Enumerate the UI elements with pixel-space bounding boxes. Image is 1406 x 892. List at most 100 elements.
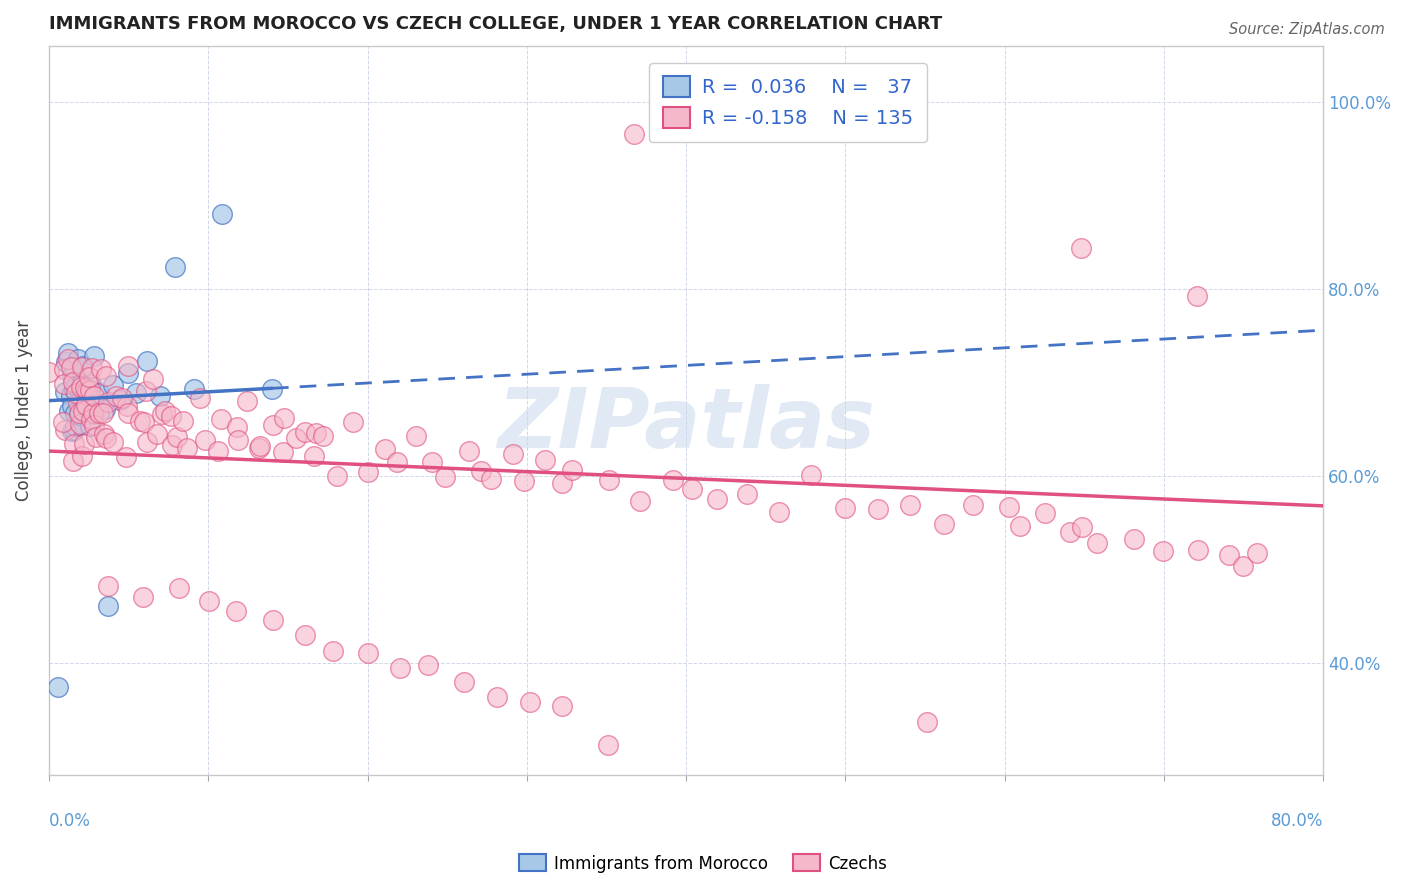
- Point: [561, 462, 583, 476]
- Point: [285, 431, 308, 445]
- Point: [1152, 544, 1174, 558]
- Point: [105, 389, 128, 403]
- Point: [342, 415, 364, 429]
- Point: [737, 487, 759, 501]
- Point: [1059, 524, 1081, 539]
- Point: [1218, 549, 1240, 563]
- Point: [62, 453, 84, 467]
- Point: [46, 680, 69, 694]
- Legend: R =  0.036    N =   37, R = -0.158    N = 135: R = 0.036 N = 37, R = -0.158 N = 135: [650, 62, 927, 142]
- Point: [80, 361, 103, 376]
- Point: [405, 429, 427, 443]
- Point: [84, 430, 107, 444]
- Point: [94, 431, 117, 445]
- Point: [190, 391, 212, 405]
- Point: [596, 738, 619, 752]
- Point: [67, 352, 90, 367]
- Point: [534, 452, 557, 467]
- Point: [60, 368, 83, 382]
- Point: [932, 516, 955, 531]
- Text: 0.0%: 0.0%: [49, 812, 91, 830]
- Point: [80, 412, 103, 426]
- Point: [83, 418, 105, 433]
- Point: [89, 406, 111, 420]
- Point: [90, 362, 112, 376]
- Point: [551, 699, 574, 714]
- Point: [136, 353, 159, 368]
- Point: [160, 438, 183, 452]
- Point: [479, 472, 502, 486]
- Point: [207, 443, 229, 458]
- Point: [73, 400, 96, 414]
- Point: [998, 500, 1021, 514]
- Point: [69, 417, 91, 431]
- Point: [681, 482, 703, 496]
- Point: [209, 411, 232, 425]
- Point: [63, 406, 86, 420]
- Point: [262, 382, 284, 396]
- Point: [519, 695, 541, 709]
- Point: [63, 437, 86, 451]
- Point: [868, 502, 890, 516]
- Point: [211, 207, 233, 221]
- Point: [194, 433, 217, 447]
- Point: [72, 359, 94, 374]
- Point: [96, 394, 118, 409]
- Point: [305, 426, 328, 441]
- Point: [62, 375, 84, 389]
- Point: [167, 582, 190, 596]
- Point: [117, 367, 139, 381]
- Point: [80, 377, 103, 392]
- Point: [62, 382, 84, 396]
- Point: [111, 391, 134, 405]
- Point: [72, 359, 94, 373]
- Point: [236, 394, 259, 409]
- Point: [97, 599, 120, 613]
- Point: [800, 468, 823, 483]
- Text: IMMIGRANTS FROM MOROCCO VS CZECH COLLEGE, UNDER 1 YEAR CORRELATION CHART: IMMIGRANTS FROM MOROCCO VS CZECH COLLEGE…: [49, 15, 942, 33]
- Point: [598, 473, 620, 487]
- Point: [155, 403, 177, 417]
- Point: [1070, 241, 1092, 255]
- Point: [53, 423, 76, 437]
- Point: [83, 349, 105, 363]
- Point: [485, 690, 508, 704]
- Point: [160, 409, 183, 423]
- Point: [915, 715, 938, 730]
- Point: [1187, 542, 1209, 557]
- Point: [69, 380, 91, 394]
- Point: [1033, 506, 1056, 520]
- Point: [82, 406, 104, 420]
- Point: [149, 389, 172, 403]
- Point: [135, 384, 157, 399]
- Point: [176, 441, 198, 455]
- Point: [73, 436, 96, 450]
- Point: [898, 498, 921, 512]
- Point: [58, 351, 80, 366]
- Point: [58, 404, 80, 418]
- Point: [62, 359, 84, 374]
- Point: [56, 346, 79, 360]
- Point: [129, 414, 152, 428]
- Point: [60, 399, 83, 413]
- Point: [294, 425, 316, 439]
- Point: [66, 395, 89, 409]
- Point: [53, 361, 76, 376]
- Point: [416, 657, 439, 672]
- Point: [834, 501, 856, 516]
- Point: [962, 498, 984, 512]
- Point: [103, 378, 125, 392]
- Point: [1232, 558, 1254, 573]
- Point: [101, 434, 124, 449]
- Point: [79, 419, 101, 434]
- Point: [94, 402, 117, 417]
- Point: [76, 384, 98, 398]
- Point: [97, 579, 120, 593]
- Point: [52, 415, 75, 429]
- Point: [502, 447, 524, 461]
- Point: [357, 646, 380, 660]
- Point: [117, 406, 139, 420]
- Point: [77, 370, 100, 384]
- Point: [59, 360, 82, 375]
- Point: [357, 465, 380, 479]
